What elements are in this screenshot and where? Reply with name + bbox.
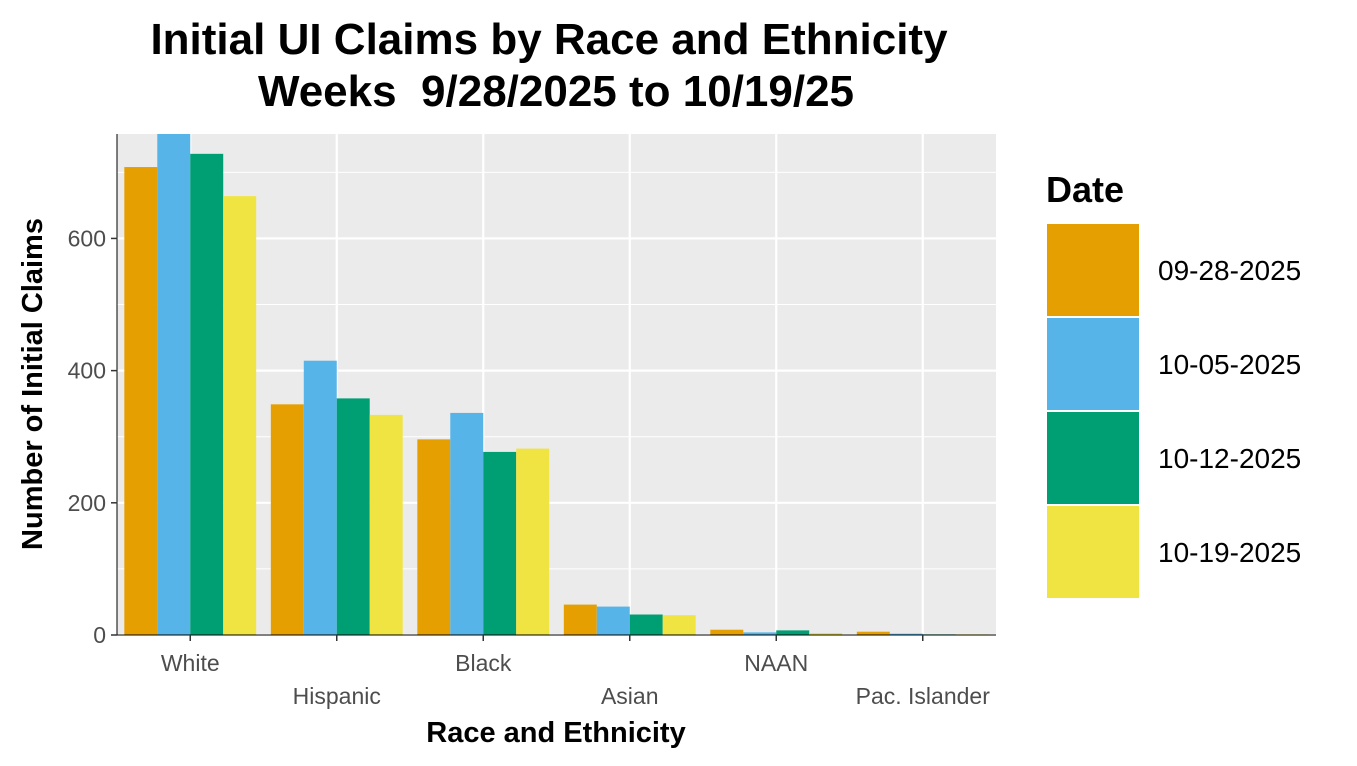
x-tick-label: Black bbox=[455, 650, 512, 676]
y-axis-title: Number of Initial Claims bbox=[17, 218, 49, 550]
bar bbox=[369, 414, 403, 635]
bar bbox=[629, 614, 663, 635]
bar bbox=[563, 604, 597, 635]
legend-label: 10-05-2025 bbox=[1158, 349, 1301, 380]
x-tick-label: Hispanic bbox=[293, 683, 381, 709]
bar bbox=[710, 629, 744, 635]
x-axis-title: Race and Ethnicity bbox=[426, 717, 685, 749]
y-tick-label: 600 bbox=[68, 225, 106, 251]
legend-title: Date bbox=[1046, 169, 1124, 210]
bar bbox=[776, 630, 810, 635]
bar bbox=[124, 167, 158, 636]
legend-label: 10-12-2025 bbox=[1158, 443, 1301, 474]
legend-label: 09-28-2025 bbox=[1158, 255, 1301, 286]
x-tick-label: Pac. Islander bbox=[856, 683, 991, 709]
bar bbox=[417, 439, 451, 635]
x-tick-label: White bbox=[161, 650, 220, 676]
bar bbox=[336, 398, 370, 635]
bar bbox=[483, 451, 517, 635]
legend-key bbox=[1045, 504, 1141, 600]
bar bbox=[270, 404, 304, 635]
chart-subtitle: Weeks 9/28/2025 to 10/19/25 bbox=[258, 67, 854, 116]
bar bbox=[889, 633, 923, 635]
bar bbox=[516, 448, 550, 635]
axes: 0 200 400 600 White Hispanic Black Asian NAAN Pac… bbox=[68, 134, 996, 709]
chart-title: Initial UI Claims by Race and Ethnicity bbox=[150, 15, 948, 64]
bar bbox=[856, 631, 890, 635]
legend-label: 10-19-2025 bbox=[1158, 537, 1301, 568]
plot-panel bbox=[117, 134, 996, 635]
y-tick-label: 0 bbox=[93, 622, 106, 648]
bar bbox=[596, 606, 630, 635]
legend: Date 09-28-2025 10-05-2025 10-12-2025 10-19… bbox=[1045, 169, 1301, 600]
bar bbox=[157, 134, 191, 635]
bar bbox=[450, 412, 484, 635]
x-tick-label: Asian bbox=[601, 683, 659, 709]
bar bbox=[190, 153, 224, 635]
bar bbox=[662, 615, 696, 635]
bar bbox=[303, 360, 337, 635]
x-tick-label: NAAN bbox=[744, 650, 808, 676]
bar bbox=[809, 633, 843, 635]
legend-key bbox=[1045, 316, 1141, 412]
y-tick-label: 200 bbox=[68, 490, 106, 516]
legend-key bbox=[1045, 222, 1141, 318]
legend-key bbox=[1045, 410, 1141, 506]
bar bbox=[743, 632, 777, 635]
y-tick-label: 400 bbox=[68, 358, 106, 384]
bar bbox=[223, 196, 257, 636]
bars bbox=[124, 134, 989, 636]
